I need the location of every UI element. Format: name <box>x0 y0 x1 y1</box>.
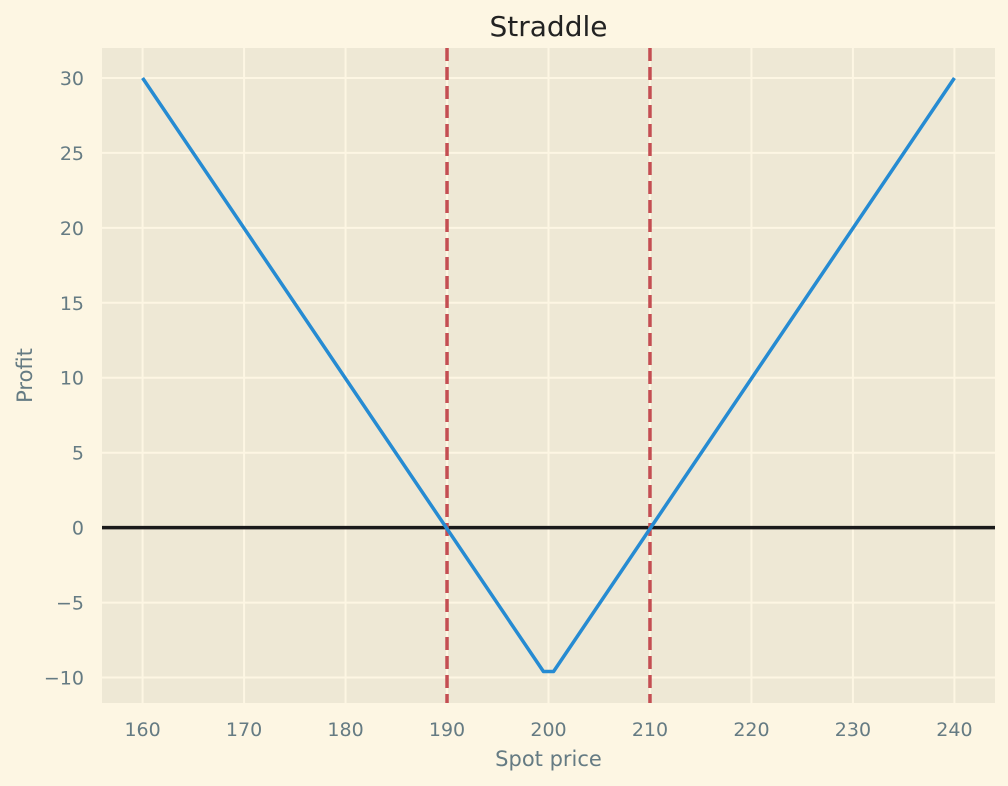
breakeven-lines <box>445 48 652 703</box>
y-axis-ticks: −10 −5 0 5 10 15 20 25 30 <box>44 68 84 690</box>
x-tick-label: 180 <box>327 719 363 741</box>
y-axis-label: Profit <box>13 348 37 403</box>
x-tick-label: 220 <box>733 719 769 741</box>
y-tick-label: 5 <box>72 443 84 465</box>
series <box>141 76 956 674</box>
x-tick-label: 160 <box>124 719 160 741</box>
y-tick-label: 0 <box>72 518 84 540</box>
x-tick-label: 240 <box>936 719 972 741</box>
y-tick-label: −5 <box>56 593 84 615</box>
y-tick-label: 30 <box>60 68 84 90</box>
x-axis-label: Spot price <box>495 747 602 771</box>
x-tick-label: 200 <box>530 719 566 741</box>
y-tick-label: 25 <box>60 143 84 165</box>
x-axis-ticks: 160 170 180 190 200 210 220 230 240 <box>124 719 972 741</box>
y-tick-label: −10 <box>44 668 84 690</box>
chart-title: Straddle <box>490 10 608 43</box>
x-tick-label: 190 <box>429 719 465 741</box>
y-tick-label: 15 <box>60 293 84 315</box>
payoff-line <box>141 76 956 674</box>
x-tick-label: 230 <box>835 719 871 741</box>
x-tick-label: 170 <box>226 719 262 741</box>
y-tick-label: 10 <box>60 368 84 390</box>
x-tick-label: 210 <box>632 719 668 741</box>
y-tick-label: 20 <box>60 218 84 240</box>
